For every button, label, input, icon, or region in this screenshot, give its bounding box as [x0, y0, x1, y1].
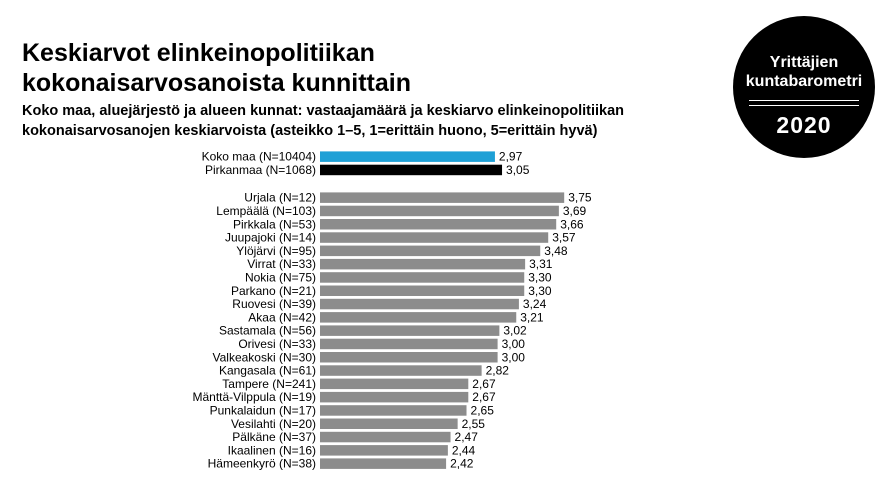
category-label: Valkeakoski (N=30) — [213, 350, 317, 364]
title-line-2: kokonaisarvosanoista kunnittain — [22, 69, 411, 97]
category-label: Orivesi (N=33) — [238, 337, 316, 351]
bar — [320, 298, 519, 310]
title-line-1: Keskiarvot elinkeinopolitiikan — [22, 39, 375, 67]
subtitle-line-2: kokonaisarvosanojen keskiarvoista (astei… — [22, 123, 598, 139]
bar — [320, 151, 495, 162]
value-label: 3,24 — [523, 297, 547, 311]
value-label: 2,67 — [472, 377, 496, 391]
value-label: 2,82 — [486, 364, 510, 378]
category-label: Juupajoki (N=14) — [225, 231, 316, 245]
value-label: 3,66 — [560, 217, 584, 231]
bar — [320, 365, 482, 376]
category-label: Kangasala (N=61) — [219, 364, 316, 378]
category-label: Hämeenkyrö (N=38) — [208, 457, 316, 471]
bar — [320, 378, 469, 390]
value-label: 2,44 — [452, 443, 476, 457]
value-label: 3,00 — [502, 337, 526, 351]
value-label: 3,31 — [529, 257, 553, 271]
bar — [320, 445, 448, 456]
bar — [320, 325, 500, 336]
bar — [320, 192, 565, 203]
bar — [320, 391, 469, 403]
category-label: Pälkäne (N=37) — [232, 430, 316, 444]
category-label: Urjala (N=12) — [244, 191, 316, 205]
value-label: 3,48 — [544, 244, 568, 258]
bar — [320, 431, 451, 443]
subtitle-line-1: Koko maa, aluejärjestö ja alueen kunnat:… — [22, 103, 625, 119]
logo-line-2: kuntabarometri — [745, 73, 863, 90]
bar — [320, 285, 525, 296]
category-label: Pirkkala (N=53) — [233, 217, 316, 231]
value-label: 3,57 — [552, 231, 576, 245]
category-label: Ylöjärvi (N=95) — [236, 244, 316, 258]
category-label: Nokia (N=75) — [245, 270, 316, 284]
value-label: 2,65 — [471, 403, 495, 417]
bar — [320, 245, 541, 257]
bar — [320, 338, 498, 350]
category-label: Akaa (N=42) — [248, 310, 316, 324]
logo-year: 2020 — [776, 112, 832, 138]
value-label: 3,21 — [520, 310, 544, 324]
bar — [320, 219, 557, 230]
page-title: Keskiarvot elinkeinopolitiikan kokonaisa… — [22, 38, 722, 98]
bar — [320, 164, 503, 176]
category-label: Punkalaidun (N=17) — [210, 403, 316, 417]
bar — [320, 405, 467, 416]
bar — [320, 458, 447, 469]
bar — [320, 418, 458, 429]
value-label: 3,00 — [502, 350, 526, 364]
category-label: Sastamala (N=56) — [219, 324, 316, 338]
value-label: 2,97 — [499, 150, 523, 164]
logo-line-1: Yrittäjien — [769, 54, 839, 71]
value-label: 3,69 — [563, 204, 587, 218]
bar — [320, 205, 559, 217]
value-label: 2,67 — [472, 390, 496, 404]
category-label: Lempäälä (N=103) — [216, 204, 316, 218]
value-label: 2,42 — [450, 457, 474, 471]
category-label: Koko maa (N=10404) — [202, 150, 316, 164]
value-label: 3,30 — [528, 284, 552, 298]
value-label: 3,05 — [506, 163, 530, 177]
bar — [320, 352, 498, 363]
bar — [320, 258, 526, 270]
category-label: Tampere (N=241) — [222, 377, 316, 391]
bar — [320, 232, 549, 243]
category-label: Ikaalinen (N=16) — [228, 443, 316, 457]
bar — [320, 312, 517, 323]
logo-rule — [749, 100, 859, 106]
value-label: 3,75 — [568, 191, 592, 205]
value-label: 2,47 — [455, 430, 479, 444]
kuntabarometri-logo: Yrittäjien kuntabarometri 2020 — [733, 16, 875, 158]
value-label: 2,55 — [462, 417, 486, 431]
value-label: 3,30 — [528, 270, 552, 284]
category-label: Vesilahti (N=20) — [231, 417, 316, 431]
category-label: Mänttä-Vilppula (N=19) — [192, 390, 316, 404]
category-label: Ruovesi (N=39) — [232, 297, 316, 311]
value-label: 3,02 — [503, 324, 527, 338]
page-subtitle: Koko maa, aluejärjestö ja alueen kunnat:… — [22, 101, 722, 141]
category-label: Parkano (N=21) — [231, 284, 316, 298]
category-label: Virrat (N=33) — [247, 257, 316, 271]
bar — [320, 272, 525, 283]
category-label: Pirkanmaa (N=1068) — [205, 163, 316, 177]
